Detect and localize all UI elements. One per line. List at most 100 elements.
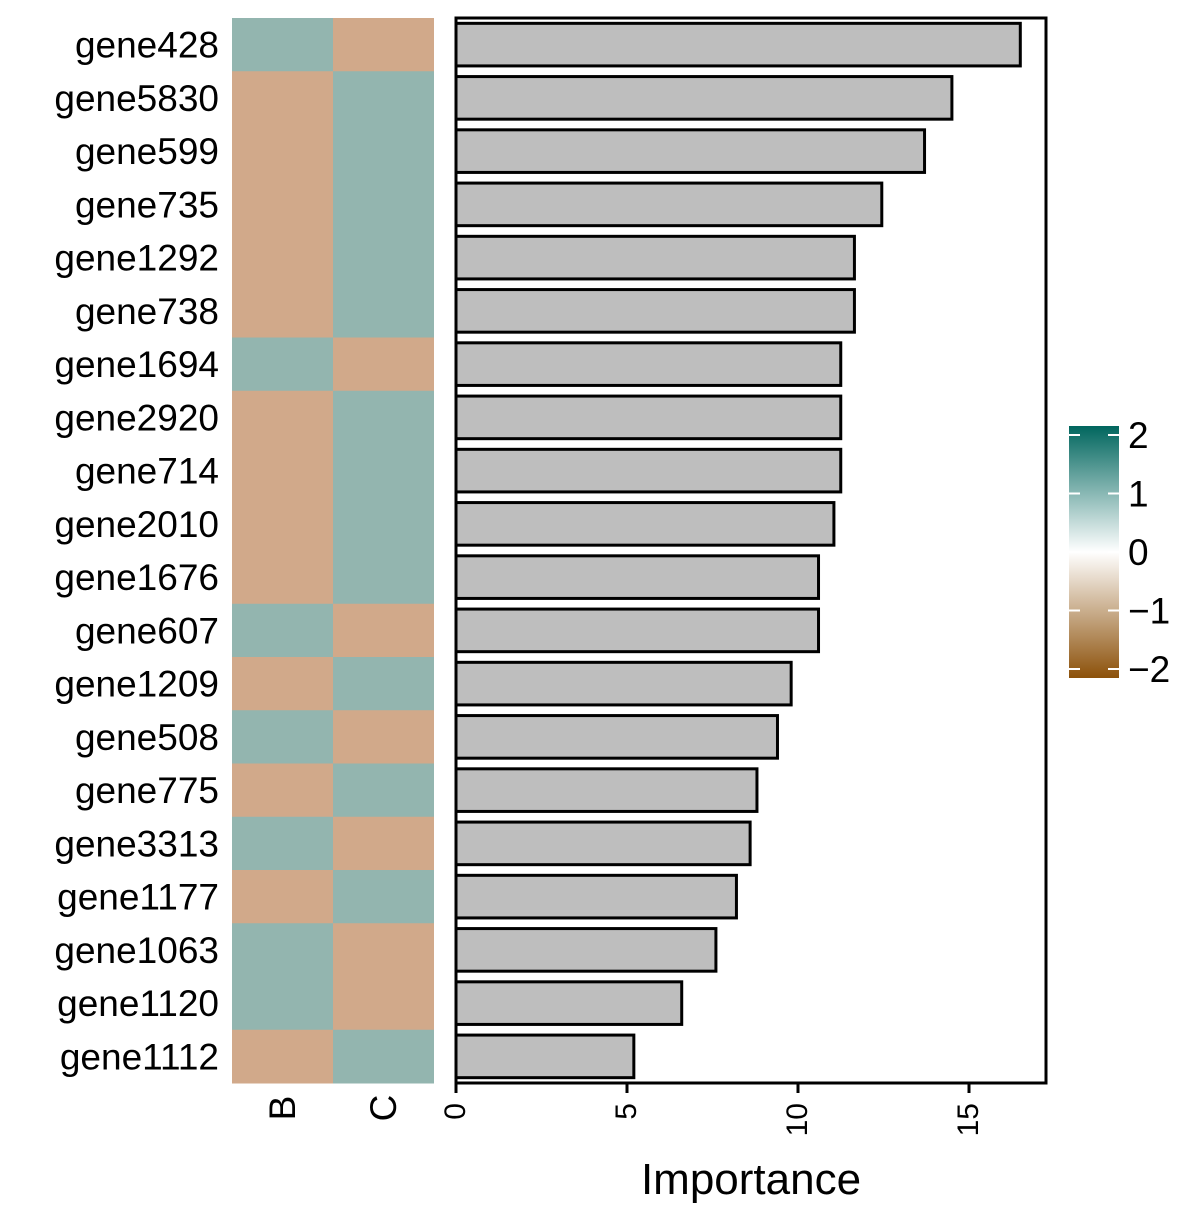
heatmap-cell [232, 603, 333, 658]
bar [454, 447, 843, 494]
bar [454, 660, 793, 707]
bar [454, 501, 836, 547]
heatmap-cell [333, 497, 434, 551]
bar [454, 927, 718, 973]
heatmap-cell [232, 870, 333, 924]
bar [454, 873, 738, 920]
heatmap-cell [232, 550, 333, 605]
heatmap-cell [232, 124, 333, 179]
plot-panel-border [454, 16, 1048, 1085]
heatmap-cell [333, 284, 434, 338]
bar [454, 714, 779, 760]
heatmap-cell [333, 444, 434, 498]
heatmap-cell [232, 816, 333, 871]
heatmap-cell [232, 284, 333, 338]
gene-label: gene508 [75, 717, 219, 758]
gene-label: gene2920 [54, 397, 219, 438]
heatmap-cell [333, 923, 434, 977]
heatmap-column-label: C [363, 1095, 404, 1122]
gene-label: gene599 [75, 131, 219, 172]
heatmap-cell [333, 763, 434, 818]
gene-label: gene714 [75, 451, 219, 492]
heatmap-cell [232, 923, 333, 977]
heatmap-cell [232, 231, 333, 285]
gene-label: gene1676 [54, 557, 219, 598]
bar [454, 767, 759, 813]
bar [454, 341, 843, 387]
heatmap-cell [333, 710, 434, 764]
gene-label: gene738 [75, 291, 219, 332]
bar [454, 128, 927, 174]
heatmap-cell [232, 71, 333, 125]
heatmap-cell [232, 444, 333, 498]
bar [454, 980, 684, 1026]
heatmap-column-label: B [262, 1096, 303, 1121]
colorbar-tick-label: −1 [1128, 591, 1170, 632]
heatmap-cell [333, 976, 434, 1031]
heatmap-cell [232, 710, 333, 764]
heatmap-cell [232, 763, 333, 818]
heatmap-cell [232, 337, 333, 392]
heatmap-cell [232, 1029, 333, 1084]
heatmap-cell [232, 18, 333, 72]
heatmap-cell [333, 337, 434, 392]
colorbar-tick-label: −2 [1128, 649, 1170, 690]
heatmap-cell [232, 177, 333, 232]
x-tick-label: 0 [439, 1103, 472, 1120]
heatmap-cell [333, 603, 434, 658]
gene-label: gene428 [75, 25, 219, 66]
gene-label: gene1120 [57, 983, 219, 1024]
gene-label: gene3313 [54, 823, 219, 864]
gene-label: gene1112 [60, 1036, 219, 1077]
bar [454, 75, 954, 121]
heatmap-cell [333, 870, 434, 924]
heatmap-cell [232, 657, 333, 711]
gene-label: gene5830 [54, 78, 219, 119]
heatmap-cell [333, 177, 434, 232]
heatmap-cell [333, 1029, 434, 1084]
gene-label: gene1694 [54, 344, 219, 385]
heatmap-cell [333, 231, 434, 285]
gene-label: gene1063 [54, 930, 219, 971]
gene-label: gene1209 [54, 664, 219, 705]
x-tick-label: 15 [952, 1103, 985, 1136]
heatmap [232, 18, 434, 1084]
gene-label: gene1292 [54, 238, 219, 279]
heatmap-cell [333, 657, 434, 711]
x-axis-title: Importance [641, 1155, 861, 1204]
gene-label: gene607 [75, 610, 219, 651]
bar [454, 288, 856, 334]
heatmap-cell [333, 71, 434, 125]
bar [454, 21, 1022, 68]
colorbar-legend: 2 1 0 −1 −2 [1069, 415, 1170, 690]
bar [454, 181, 884, 228]
bar [454, 234, 856, 281]
gene-label: gene735 [75, 184, 219, 225]
x-axis: 0 5 10 15 [439, 1083, 985, 1136]
gene-label: gene2010 [54, 504, 219, 545]
colorbar-tick-label: 2 [1128, 415, 1149, 456]
gene-label: gene775 [75, 770, 219, 811]
bars [454, 21, 1022, 1080]
heatmap-cell [333, 816, 434, 871]
gene-labels: gene428 gene5830 gene599 gene735 gene1292 gen… [54, 25, 219, 1078]
colorbar-tick-label: 0 [1128, 532, 1149, 573]
bar [454, 1033, 636, 1080]
x-tick-label: 10 [781, 1103, 814, 1136]
heatmap-cell [232, 390, 333, 445]
heatmap-cell [333, 390, 434, 445]
x-tick-label: 5 [610, 1103, 643, 1120]
heatmap-cell [333, 550, 434, 605]
bar [454, 554, 821, 600]
gene-label: gene1177 [57, 877, 219, 918]
bar [454, 394, 843, 441]
heatmap-cell [232, 976, 333, 1031]
bar [454, 820, 752, 867]
heatmap-cell [333, 18, 434, 72]
bar [454, 607, 821, 654]
colorbar-tick-label: 1 [1128, 474, 1149, 515]
heatmap-cell [333, 124, 434, 179]
heatmap-cell [232, 497, 333, 551]
